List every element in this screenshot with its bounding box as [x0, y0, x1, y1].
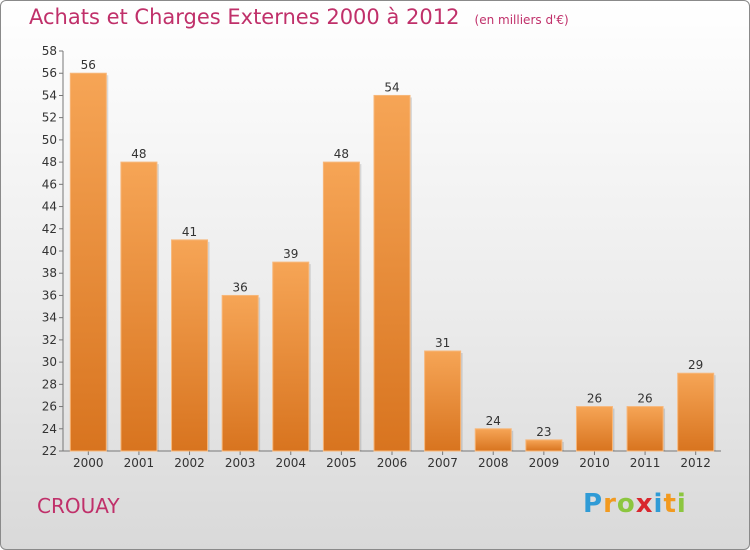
bar-value-label: 41 — [182, 225, 197, 239]
chart-title-unit: (en milliers d'€) — [474, 13, 569, 27]
bar-value-label: 39 — [283, 247, 298, 261]
x-tick-label: 2005 — [326, 456, 357, 470]
bar-value-label: 26 — [637, 392, 652, 406]
x-tick-label: 2003 — [225, 456, 256, 470]
x-tick-label: 2002 — [174, 456, 205, 470]
y-tick-label: 46 — [42, 177, 57, 191]
x-tick-label: 2004 — [275, 456, 306, 470]
bar-value-label: 56 — [81, 58, 96, 72]
y-tick-label: 34 — [42, 311, 57, 325]
x-tick-label: 2010 — [579, 456, 610, 470]
x-tick-label: 2000 — [73, 456, 104, 470]
y-tick-label: 56 — [42, 66, 57, 80]
y-tick-label: 28 — [42, 377, 57, 391]
logo-letter: t — [663, 489, 677, 519]
chart-title-main: Achats et Charges Externes 2000 à 2012 — [29, 5, 460, 29]
y-tick-label: 26 — [42, 400, 57, 414]
y-tick-label: 32 — [42, 333, 57, 347]
bar-value-label: 23 — [536, 425, 551, 439]
bar — [677, 372, 715, 452]
bar — [171, 239, 209, 452]
commune-name: CROUAY — [37, 494, 120, 518]
bar-value-label: 24 — [486, 414, 501, 428]
bar-value-label: 31 — [435, 336, 450, 350]
bar-value-label: 48 — [131, 147, 146, 161]
bar — [322, 161, 360, 452]
logo-letter: x — [635, 489, 654, 519]
y-tick-label: 50 — [42, 133, 57, 147]
y-tick-label: 40 — [42, 244, 57, 258]
x-tick-label: 2007 — [427, 456, 458, 470]
bar-value-label: 48 — [334, 147, 349, 161]
bar — [474, 428, 512, 452]
y-tick-label: 52 — [42, 111, 57, 125]
x-tick-label: 2001 — [124, 456, 155, 470]
bar — [272, 261, 310, 452]
y-tick-label: 38 — [42, 266, 57, 280]
y-tick-label: 22 — [42, 444, 57, 458]
bar — [120, 161, 158, 452]
bar-value-label: 29 — [688, 358, 703, 372]
bar-value-label: 54 — [384, 80, 399, 94]
bar — [221, 294, 259, 452]
y-tick-label: 24 — [42, 422, 57, 436]
x-tick-label: 2009 — [529, 456, 560, 470]
y-tick-label: 54 — [42, 88, 57, 102]
bar-value-label: 36 — [233, 280, 248, 294]
x-tick-label: 2012 — [680, 456, 711, 470]
y-tick-label: 58 — [42, 44, 57, 58]
y-tick-label: 36 — [42, 288, 57, 302]
logo-letter: i — [653, 489, 664, 519]
x-tick-label: 2011 — [630, 456, 661, 470]
logo-letter: o — [616, 489, 636, 519]
x-tick-label: 2008 — [478, 456, 509, 470]
bar — [626, 406, 664, 452]
y-tick-label: 48 — [42, 155, 57, 169]
y-tick-label: 30 — [42, 355, 57, 369]
proxiti-logo: Proxiti — [583, 489, 687, 519]
bar — [424, 350, 462, 452]
bar — [373, 94, 411, 452]
logo-letter: i — [676, 489, 687, 519]
bar — [525, 439, 563, 452]
y-tick-label: 44 — [42, 200, 57, 214]
x-tick-label: 2006 — [377, 456, 408, 470]
bar-value-label: 26 — [587, 392, 602, 406]
y-tick-label: 42 — [42, 222, 57, 236]
logo-letter: r — [603, 489, 617, 519]
bar — [69, 72, 107, 452]
logo-letter: P — [583, 489, 604, 519]
bar — [575, 406, 613, 452]
chart-title: Achats et Charges Externes 2000 à 2012 (… — [29, 5, 569, 29]
